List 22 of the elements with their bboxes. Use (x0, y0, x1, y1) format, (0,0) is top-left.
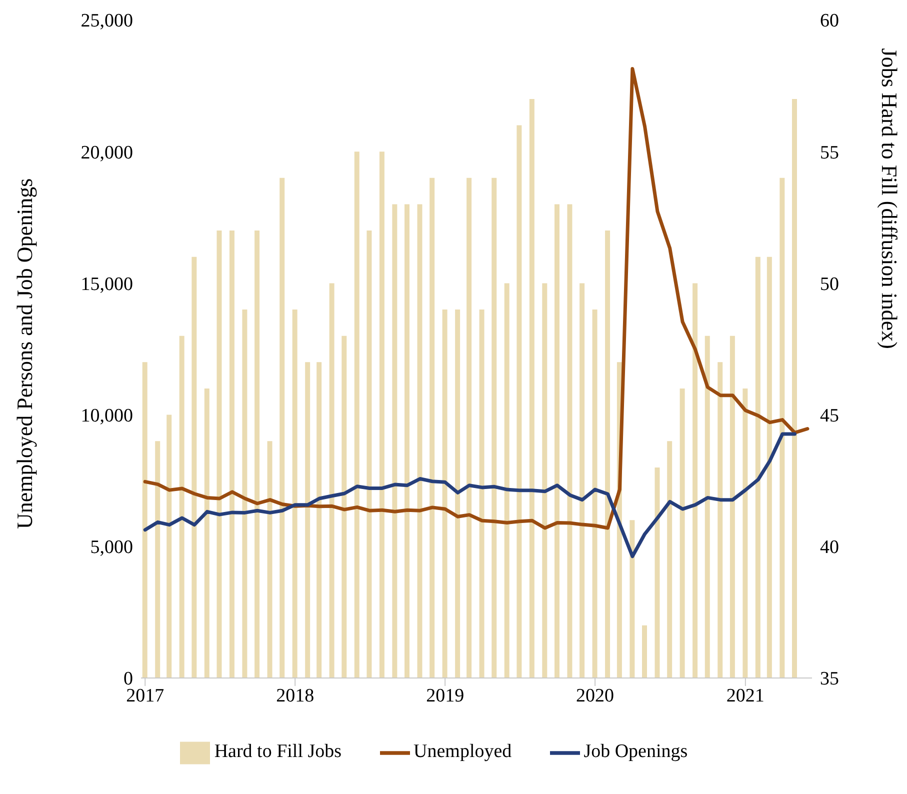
legend-label: Hard to Fill Jobs (214, 741, 342, 762)
legend-label: Unemployed (414, 741, 512, 762)
x-tick-label: 2020 (576, 685, 614, 706)
x-tick-label: 2019 (426, 685, 464, 706)
y2-tick-label: 45 (820, 406, 839, 427)
y-tick-label: 5,000 (90, 537, 133, 558)
y-tick-label: 10,000 (80, 406, 133, 427)
y-tick-label: 20,000 (80, 142, 133, 164)
line-series (143, 432, 796, 558)
y2-tick-label: 35 (820, 668, 839, 690)
y2-tick-label: 50 (820, 274, 839, 295)
y2-tick-label: 55 (820, 142, 839, 164)
y-tick-label: 15,000 (80, 274, 133, 295)
y2-tick-label: 40 (820, 537, 839, 558)
y-axis-title: Unemployed Persons and Job Openings (12, 178, 37, 529)
legend-label: Job Openings (584, 741, 688, 762)
y-tick-label: 25,000 (80, 10, 133, 32)
x-tick-label: 2021 (726, 685, 764, 706)
y2-tick-label: 60 (820, 10, 839, 32)
line-series (143, 66, 810, 530)
x-tick-label: 2018 (276, 685, 314, 706)
y2-axis-title: Jobs Hard to Fill (diffusion index) (877, 48, 902, 349)
